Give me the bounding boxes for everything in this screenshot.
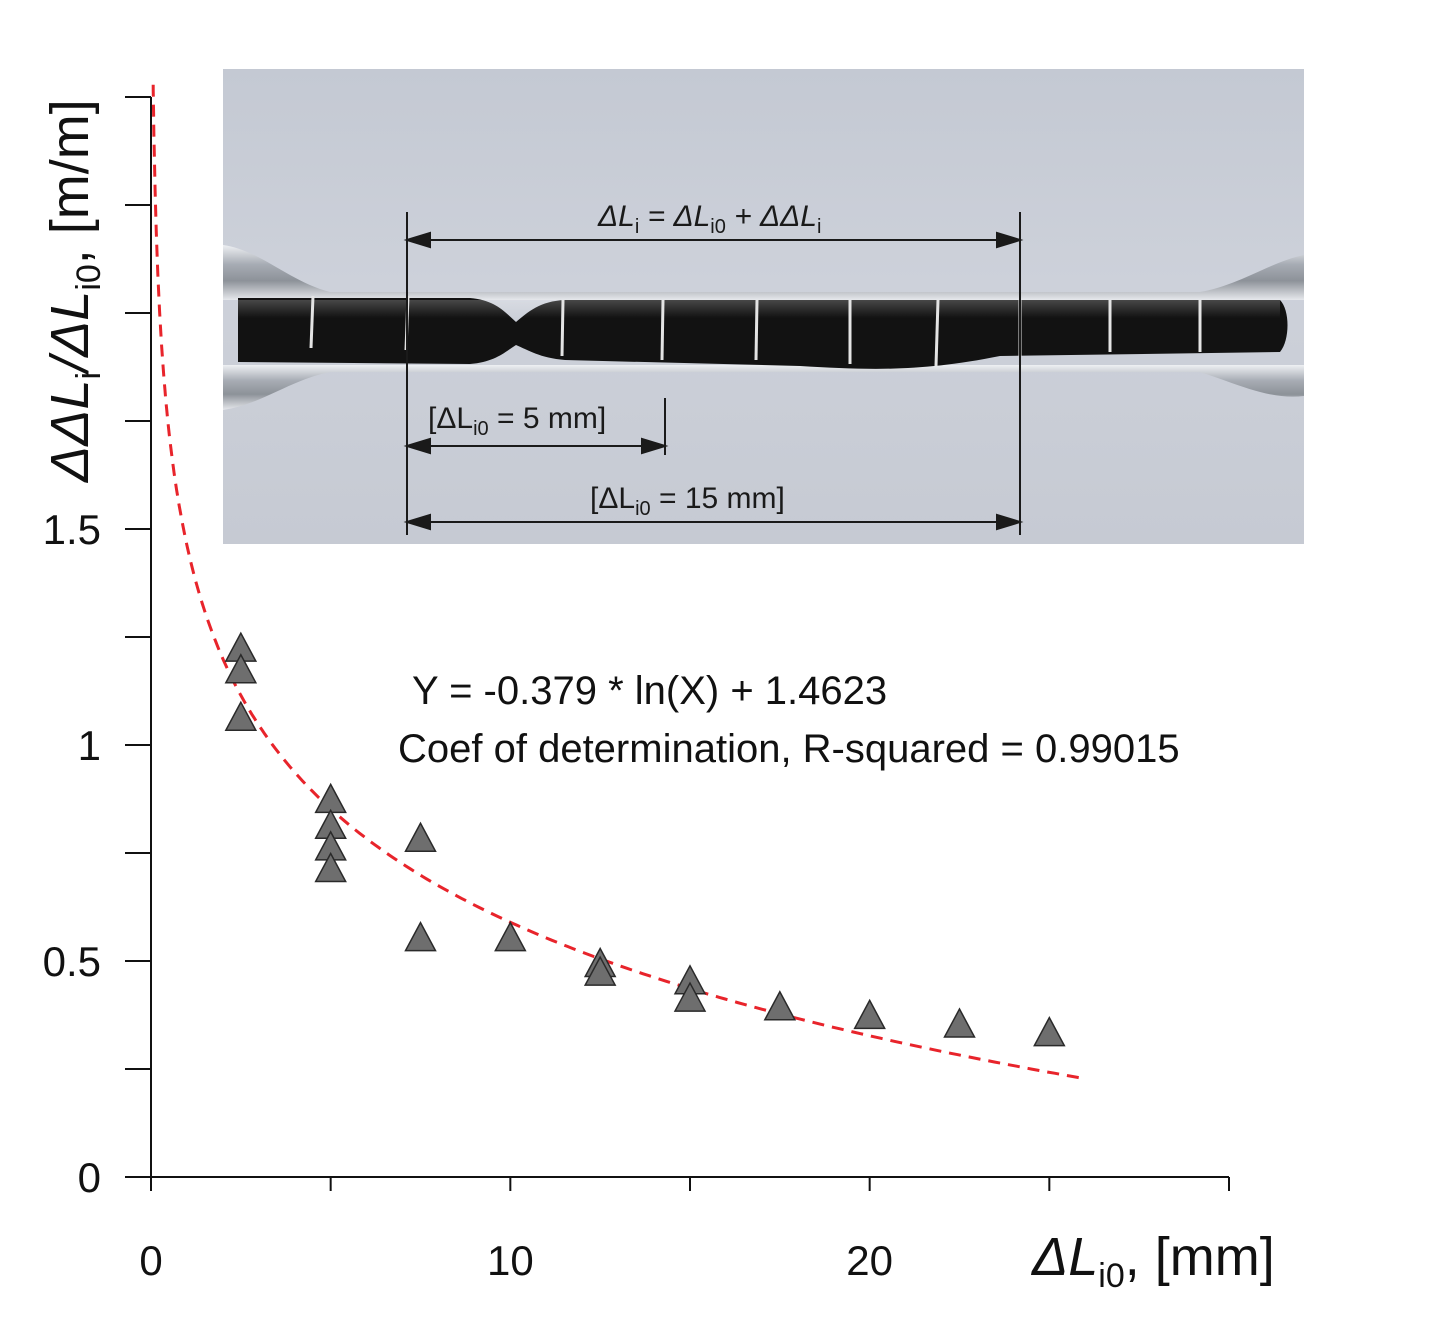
x-ticks: 0 10 20 (139, 1177, 1230, 1284)
y-label-part1: ΔΔL (40, 380, 100, 485)
x-axis-label: ΔLi0, [mm] (1030, 1227, 1275, 1295)
inset-label-15mm: [ΔLi0 = 15 mm] (590, 482, 785, 520)
inset-label-5mm: [ΔLi0 = 5 mm] (428, 402, 606, 440)
data-point (673, 981, 707, 1012)
y-axis-label: ΔΔLi/ΔLi0, [m/m] (40, 99, 108, 484)
y-tick-label: 1.5 (43, 506, 101, 553)
specimen-upper-edge (223, 245, 1304, 300)
y-tick-label: 0 (78, 1154, 101, 1201)
y-label-suffix: , [m/m] (40, 99, 100, 264)
data-point (943, 1007, 976, 1038)
y-tick-label: 0.5 (43, 938, 101, 985)
y-label-part2: /ΔL (40, 291, 100, 376)
data-point (763, 990, 797, 1021)
inset-label-total-length: ΔLi = ΔLi0 + ΔΔLi (597, 200, 821, 238)
specimen-shine (238, 300, 1280, 318)
data-point (224, 653, 258, 684)
dimension-lines (403, 212, 1024, 535)
data-point (314, 782, 347, 814)
data-point (494, 921, 527, 952)
data-point (853, 998, 886, 1030)
y-label-sub2: i0 (70, 264, 108, 290)
y-label-sub1: i (70, 372, 108, 380)
data-point (583, 955, 617, 986)
data-point (1033, 1016, 1066, 1047)
x-tick-label: 20 (846, 1237, 893, 1284)
data-point (404, 921, 437, 952)
x-tick-label: 10 (487, 1237, 534, 1284)
specimen-photo-inset: ΔLi = ΔLi0 + ΔΔLi [ΔLi0 = 5 mm] [ΔLi0 = … (223, 69, 1304, 544)
x-label-subscript: i0 (1098, 1257, 1124, 1295)
y-tick-label: 1 (78, 722, 101, 769)
data-points (224, 631, 1066, 1047)
y-ticks: 0 0.5 1 1.5 (43, 96, 151, 1201)
equation-annotation: Y = -0.379 * ln(X) + 1.4623 (412, 669, 887, 713)
x-label-suffix: , [mm] (1125, 1227, 1275, 1287)
data-point (404, 821, 437, 852)
x-tick-label: 0 (139, 1237, 162, 1284)
axes: 0 10 20 0 0.5 1 1.5 (43, 96, 1230, 1284)
data-point (224, 700, 258, 732)
r-squared-annotation: Coef of determination, R-squared = 0.990… (398, 727, 1180, 771)
fit-curve-line (151, 84, 1086, 1081)
data-point (314, 851, 347, 883)
x-label-prefix: ΔL (1030, 1227, 1098, 1287)
specimen-lower-edge (223, 365, 1304, 410)
